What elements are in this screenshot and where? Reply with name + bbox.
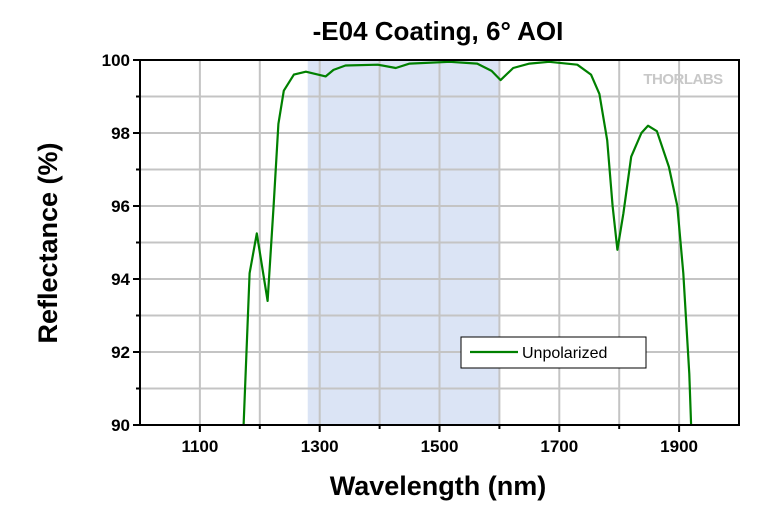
y-tick-label: 98 <box>111 124 130 143</box>
x-tick-label: 1900 <box>660 437 698 456</box>
y-tick-label: 96 <box>111 197 130 216</box>
chart-title: -E04 Coating, 6° AOI <box>313 16 564 46</box>
y-tick-label: 100 <box>102 51 130 70</box>
x-tick-label: 1100 <box>181 437 218 456</box>
y-tick-label: 92 <box>111 343 130 362</box>
legend-label: Unpolarized <box>522 345 607 362</box>
x-tick-label: 1300 <box>301 437 339 456</box>
watermark-logo: THORLABS <box>643 71 723 88</box>
legend: Unpolarized <box>460 336 647 369</box>
plot-frame <box>139 59 740 426</box>
series-line-unpolarized <box>242 60 693 426</box>
x-axis-label: Wavelength (nm) <box>330 471 547 501</box>
x-tick-label: 1700 <box>540 437 578 456</box>
y-axis-label: Reflectance (%) <box>33 142 63 343</box>
y-tick-label: 94 <box>111 270 130 289</box>
y-tick-label: 90 <box>111 416 130 435</box>
x-tick-label: 1500 <box>421 437 459 456</box>
